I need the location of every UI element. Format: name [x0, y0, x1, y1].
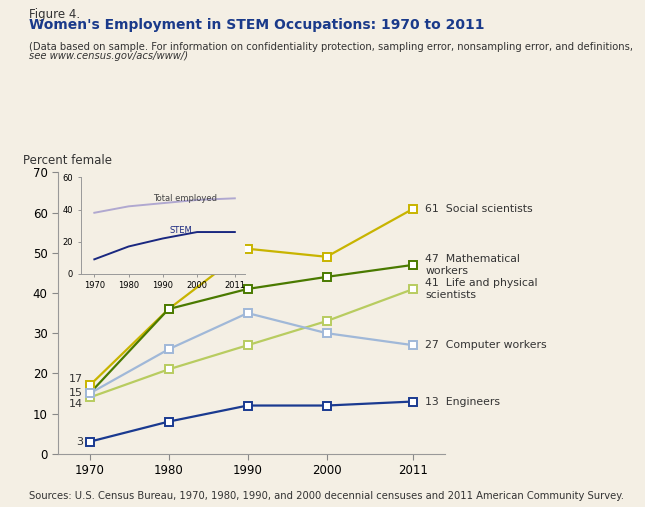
- Text: Total employed: Total employed: [153, 194, 217, 203]
- Text: Percent female: Percent female: [23, 154, 112, 167]
- Text: 3: 3: [76, 437, 83, 447]
- Text: 15: 15: [69, 388, 83, 399]
- Text: Sources: U.S. Census Bureau, 1970, 1980, 1990, and 2000 decennial censuses and 2: Sources: U.S. Census Bureau, 1970, 1980,…: [29, 491, 624, 501]
- Text: 14: 14: [69, 399, 83, 409]
- Text: Women's Employment in STEM Occupations: 1970 to 2011: Women's Employment in STEM Occupations: …: [29, 18, 484, 32]
- Text: 27  Computer workers: 27 Computer workers: [425, 340, 547, 350]
- Text: STEM: STEM: [170, 226, 192, 235]
- Text: 47  Mathematical
workers: 47 Mathematical workers: [425, 254, 520, 276]
- Text: 61  Social scientists: 61 Social scientists: [425, 203, 533, 213]
- Text: 13  Engineers: 13 Engineers: [425, 396, 501, 407]
- Text: Figure 4.: Figure 4.: [29, 8, 80, 21]
- Text: see www.census.gov/acs/www/): see www.census.gov/acs/www/): [29, 51, 188, 61]
- Text: (Data based on sample. For information on confidentiality protection, sampling e: (Data based on sample. For information o…: [29, 42, 633, 52]
- Text: 41  Life and physical
scientists: 41 Life and physical scientists: [425, 278, 538, 300]
- Text: 17: 17: [69, 374, 83, 384]
